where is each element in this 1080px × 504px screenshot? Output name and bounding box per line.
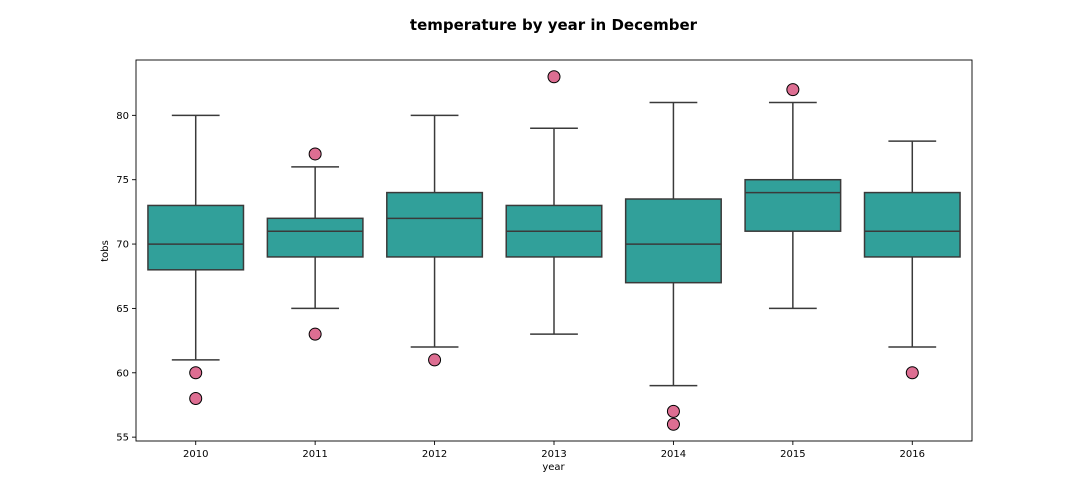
outlier-point: [666, 417, 680, 431]
x-axis-label: year: [542, 462, 565, 473]
box-2010: [147, 204, 245, 271]
box-2011: [266, 217, 364, 258]
y-tick-label: 70: [116, 240, 129, 251]
outlier-point: [189, 366, 203, 380]
y-tick-label: 65: [116, 304, 129, 315]
box-2014: [624, 198, 722, 284]
x-tick-label: 2012: [422, 449, 447, 460]
y-tick-label: 60: [116, 368, 129, 379]
x-tick-label: 2013: [541, 449, 566, 460]
outlier-point: [786, 83, 800, 97]
outlier-point: [905, 366, 919, 380]
outlier-point: [547, 70, 561, 84]
x-tick-label: 2015: [780, 449, 805, 460]
outlier-point: [666, 404, 680, 418]
y-tick-label: 75: [116, 175, 129, 186]
outlier-point: [428, 353, 442, 367]
y-tick-label: 55: [116, 433, 129, 444]
box-2016: [863, 191, 961, 258]
chart-title: temperature by year in December: [410, 16, 698, 34]
box-2012: [386, 191, 484, 258]
outlier-point: [189, 392, 203, 406]
y-tick-label: 80: [116, 111, 129, 122]
x-tick-label: 2014: [661, 449, 686, 460]
outlier-point: [308, 327, 322, 341]
y-axis-label: tobs: [100, 240, 111, 262]
x-tick-label: 2010: [183, 449, 208, 460]
outlier-point: [308, 147, 322, 161]
plot-area: 55 60 65 70 75 80 2010 2011 2012 2013 2014 2015 2016: [116, 59, 973, 460]
x-tick-label: 2011: [302, 449, 327, 460]
box-2015: [744, 178, 842, 232]
x-tick-label: 2016: [900, 449, 925, 460]
